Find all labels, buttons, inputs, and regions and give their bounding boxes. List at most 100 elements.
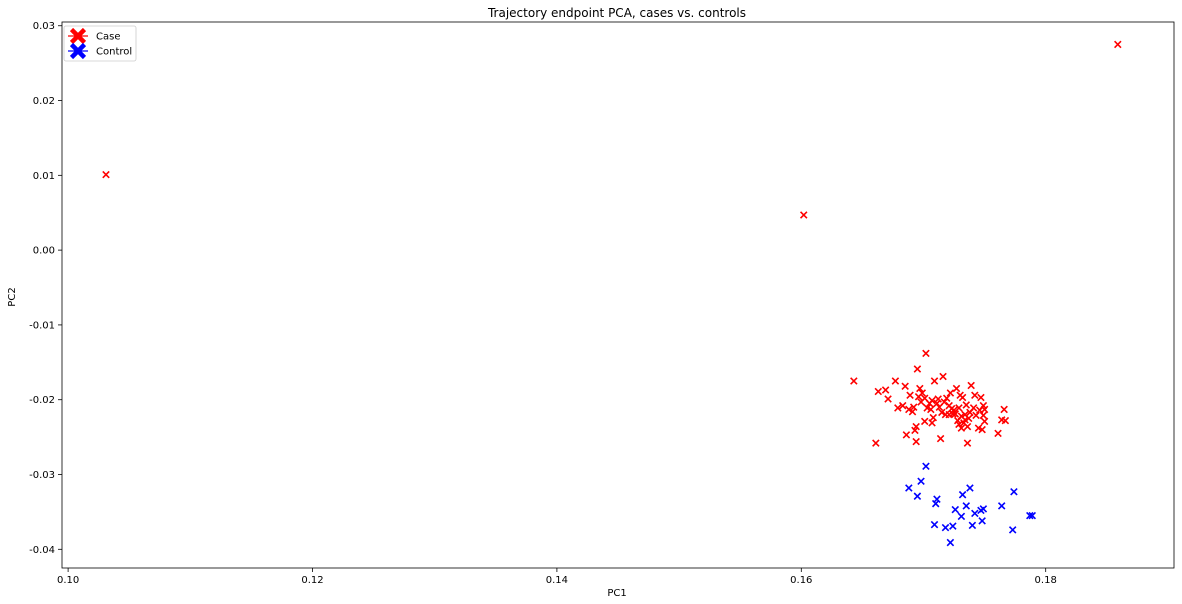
y-tick-label: -0.03 [29,470,55,481]
y-tick-label: 0.02 [33,96,55,107]
data-point [1028,511,1037,520]
y-axis-title: PC2 [7,287,18,306]
data-point [997,502,1006,510]
data-point [964,414,973,423]
x-tick-label: 0.12 [301,575,323,586]
legend-marker-case-icon [69,27,87,45]
data-point [916,384,924,393]
x-axis-ticks: 0.10 0.12 0.14 0.16 0.18 [57,568,1057,586]
data-point [994,429,1002,438]
series-control [905,462,1037,547]
x-tick-label: 0.16 [790,575,812,586]
data-point [946,538,955,547]
data-point [799,211,808,219]
plot-frame [61,21,1175,569]
data-point [949,522,957,530]
data-point [920,417,929,426]
data-point [912,422,920,431]
y-axis-ticks: 0.03 0.02 0.01 0.00 -0.01 -0.02 -0.03 -0.04 [29,21,62,556]
data-point [930,520,939,529]
data-point [102,170,110,179]
data-point [957,424,966,432]
data-point [958,490,967,499]
data-point [929,413,938,422]
data-point [913,492,922,500]
chart-title: Trajectory endpoint PCA, cases vs. contr… [487,6,746,20]
data-point [963,439,972,447]
legend-label-case: Case [96,32,120,43]
data-point [955,404,963,412]
data-point [1001,416,1010,425]
plot-area [62,22,1174,568]
x-tick-label: 0.10 [57,575,79,586]
data-point [918,389,927,397]
x-tick-label: 0.18 [1035,575,1057,586]
data-point [905,484,913,492]
data-point [963,422,972,431]
data-point [909,403,918,411]
y-tick-label: 0.03 [33,21,55,32]
data-point [967,381,975,390]
data-point [913,365,922,373]
legend-label-control: Control [96,47,132,58]
data-point [936,434,945,443]
y-tick-label: -0.04 [29,545,55,556]
data-point [901,382,909,391]
data-point [938,408,946,417]
x-tick-label: 0.14 [546,575,568,586]
data-point [894,404,902,412]
data-point [927,405,935,414]
data-point [902,431,911,439]
data-point [979,411,988,420]
data-point [1010,487,1018,496]
data-point [958,393,967,402]
data-point [933,495,941,503]
data-point [962,401,971,409]
data-point [969,404,978,412]
data-point [980,405,989,414]
data-point [978,517,986,525]
data-point [971,509,979,518]
legend-marker-control-icon [69,42,87,60]
data-point [934,395,942,403]
data-point [928,396,936,405]
data-point [905,405,913,414]
data-point [906,391,914,399]
data-point [939,372,947,381]
data-point [951,410,960,418]
data-point [1026,511,1034,520]
data-point [978,425,986,434]
data-point [971,391,979,399]
data-point [968,521,977,530]
y-tick-label: -0.02 [29,395,55,406]
data-point [941,523,950,532]
data-point [912,437,920,446]
data-point [898,401,907,410]
y-tick-label: 0.00 [33,246,55,257]
data-point [980,417,989,426]
data-point [891,377,900,385]
data-point [952,384,961,393]
points-layer [102,40,1122,547]
data-point [951,505,960,514]
data-point [850,377,858,385]
y-tick-label: -0.01 [29,320,55,331]
data-point [942,394,951,402]
data-point [977,393,985,402]
data-point [940,398,949,406]
data-point [946,389,955,397]
data-point [917,477,925,486]
data-point [966,484,974,492]
data-point [872,439,880,447]
data-point [957,512,966,521]
data-point [1114,40,1122,49]
data-point [962,502,971,510]
data-point [930,377,939,385]
data-point [922,349,930,358]
data-point [874,387,883,396]
data-point [881,386,890,394]
data-point [922,462,930,471]
data-point [928,419,936,427]
data-point [1000,405,1008,414]
